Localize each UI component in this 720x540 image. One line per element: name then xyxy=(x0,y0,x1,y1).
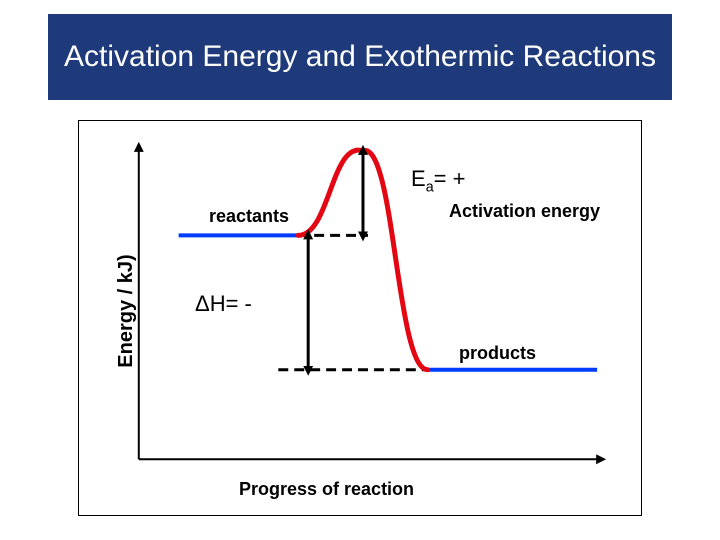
activation-energy-label: Activation energy xyxy=(449,201,600,222)
diagram-frame: Energy / kJ) Progress of reaction reacta… xyxy=(78,120,642,516)
reactants-label: reactants xyxy=(209,206,289,227)
ea-equals-label: Ea= + xyxy=(411,166,465,195)
products-label: products xyxy=(459,343,536,364)
slide-title: Activation Energy and Exothermic Reactio… xyxy=(64,39,656,75)
title-bar: Activation Energy and Exothermic Reactio… xyxy=(48,14,672,100)
delta-h-equals-label: ΔH= - xyxy=(195,291,252,317)
slide: Activation Energy and Exothermic Reactio… xyxy=(0,0,720,540)
x-axis-label: Progress of reaction xyxy=(239,479,414,500)
y-axis-label: Energy / kJ) xyxy=(115,221,139,401)
energy-diagram-svg xyxy=(79,121,641,515)
